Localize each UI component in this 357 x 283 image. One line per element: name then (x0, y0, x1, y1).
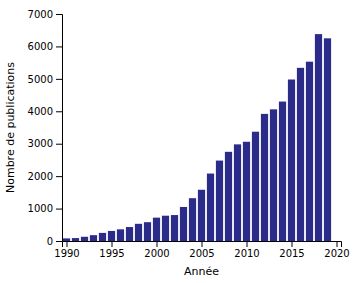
x-tick-label: 2000 (144, 248, 169, 259)
bar (270, 109, 277, 241)
y-tick-mark (56, 14, 62, 15)
bar (108, 231, 115, 241)
y-tick-mark (56, 144, 62, 145)
y-axis-line (56, 15, 63, 242)
bar (72, 238, 79, 241)
bar (198, 190, 205, 241)
x-tick: 2005 (189, 241, 214, 259)
x-tick-mark (157, 241, 158, 247)
x-tick-mark (112, 241, 113, 247)
y-tick-mark (56, 176, 62, 177)
bar (225, 152, 232, 241)
x-axis-line (63, 242, 342, 248)
y-tick: 5000 (28, 74, 62, 85)
x-tick-mark (67, 241, 68, 247)
x-axis: 1990 1995 2000 2005 2010 2015 2020 (54, 241, 349, 259)
y-tick-mark (56, 241, 62, 242)
x-tick: 2010 (234, 241, 259, 259)
bar (153, 218, 160, 241)
y-tick-mark (56, 46, 62, 47)
bar (288, 80, 295, 241)
bar (306, 62, 313, 241)
bar (63, 238, 70, 241)
bar (252, 132, 259, 241)
x-axis-title: Année (184, 265, 219, 278)
bar (216, 161, 223, 241)
y-tick-mark (56, 111, 62, 112)
y-tick-mark (56, 209, 62, 210)
x-tick-mark (292, 241, 293, 247)
y-tick: 3000 (28, 138, 62, 149)
x-tick: 1995 (99, 241, 124, 259)
y-tick-label: 2000 (28, 171, 53, 182)
bar (180, 207, 187, 241)
y-tick-label: 4000 (28, 106, 53, 117)
y-tick-label: 1000 (28, 203, 53, 214)
y-tick-label: 7000 (28, 9, 53, 20)
x-tick: 2020 (324, 241, 349, 259)
bar (99, 233, 106, 241)
bar (135, 224, 142, 241)
bar (324, 38, 331, 241)
bar (90, 235, 97, 241)
bar (297, 68, 304, 241)
bar (81, 237, 88, 241)
x-tick-label: 2005 (189, 248, 214, 259)
y-tick-label: 0 (47, 236, 53, 247)
y-tick-label: 6000 (28, 41, 53, 52)
bar (117, 229, 124, 241)
x-tick-label: 1990 (54, 248, 79, 259)
bar (261, 114, 268, 241)
bar (279, 102, 286, 241)
plot: 1990 1995 2000 2005 2010 2015 2020 0 1000 2000 300… (28, 9, 350, 259)
x-tick: 2015 (279, 241, 304, 259)
y-tick: 6000 (28, 41, 62, 52)
x-tick-mark (337, 241, 338, 247)
chart: 1990 1995 2000 2005 2010 2015 2020 0 1000 2000 300… (0, 0, 357, 283)
y-axis-title: Nombre de publications (4, 62, 17, 193)
y-tick: 1000 (28, 203, 62, 214)
x-tick-mark (202, 241, 203, 247)
y-tick-label: 5000 (28, 74, 53, 85)
x-tick-mark (247, 241, 248, 247)
bar (207, 174, 214, 241)
y-tick-mark (56, 79, 62, 80)
y-tick: 2000 (28, 171, 62, 182)
bar (171, 215, 178, 241)
bar (189, 198, 196, 241)
bar (162, 216, 169, 241)
bar (315, 34, 322, 241)
y-tick: 0 (47, 236, 62, 247)
x-tick-label: 2015 (279, 248, 304, 259)
x-tick-label: 2020 (324, 248, 349, 259)
y-tick: 7000 (28, 9, 62, 20)
bar (144, 222, 151, 241)
x-tick-label: 2010 (234, 248, 259, 259)
bar (243, 142, 250, 241)
x-tick: 1990 (54, 241, 79, 259)
x-tick: 2000 (144, 241, 169, 259)
y-tick: 4000 (28, 106, 62, 117)
bar (126, 227, 133, 241)
bars (63, 34, 331, 241)
bar (234, 144, 241, 241)
x-tick-label: 1995 (99, 248, 124, 259)
y-axis: 0 1000 2000 3000 4000 5000 6000 7000 (28, 9, 63, 247)
y-tick-label: 3000 (28, 138, 53, 149)
